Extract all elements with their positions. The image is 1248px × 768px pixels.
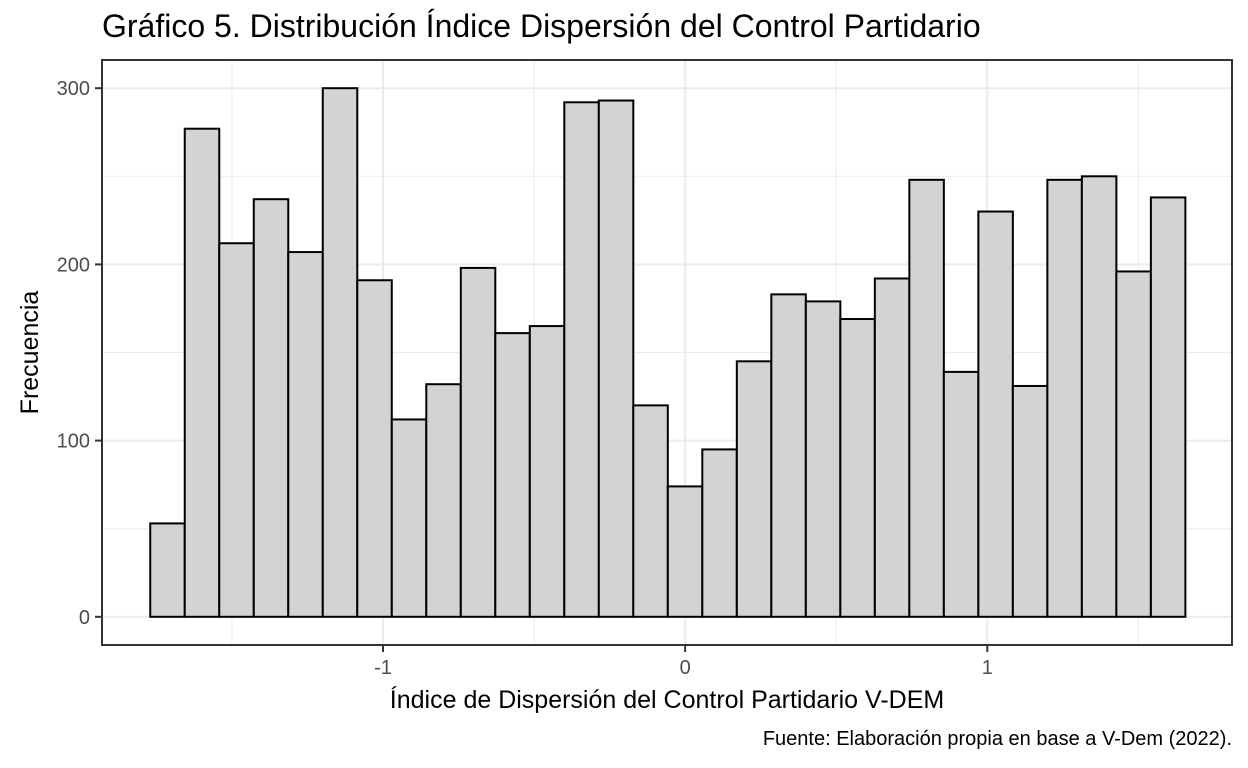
histogram-bar (321, 87, 359, 618)
x-tick-label: 0 (680, 657, 691, 679)
histogram-bar (1115, 270, 1152, 618)
y-axis: 0 100 200 300 (57, 78, 102, 629)
histogram-bar (735, 360, 773, 618)
histogram-bar (804, 300, 842, 618)
histogram-bar (356, 279, 393, 618)
histogram-bar (942, 370, 980, 618)
histogram-bar (977, 210, 1014, 618)
x-tick-label: -1 (374, 657, 392, 679)
y-axis-title: Frecuencia (16, 291, 44, 415)
histogram-bar (770, 293, 807, 618)
histogram-bar (183, 127, 221, 618)
histogram-bar (390, 418, 428, 618)
histogram-bar (425, 383, 462, 618)
y-tick-label: 200 (57, 254, 90, 276)
histogram-bar (666, 485, 704, 618)
histogram-bar (528, 325, 566, 618)
x-tick-label: 1 (982, 657, 993, 679)
histogram-bar (459, 266, 497, 618)
histogram-bar (149, 522, 186, 618)
histogram-bar (1149, 196, 1187, 618)
histogram-bar (494, 332, 531, 618)
chart-title: Gráfico 5. Distribución Índice Dispersió… (102, 8, 981, 44)
panel-border (101, 59, 1233, 646)
histogram-bar (287, 251, 324, 618)
histogram-bar (873, 277, 911, 618)
histogram-bar (563, 101, 600, 618)
histogram-bar (1046, 178, 1083, 618)
source-caption: Fuente: Elaboración propia en base a V-D… (762, 728, 1232, 750)
histogram-bar (632, 404, 669, 618)
histogram-bar (218, 242, 255, 618)
histogram-bar (839, 318, 876, 618)
histogram-bars (149, 87, 1187, 618)
histogram-bar (1011, 384, 1049, 618)
histogram-bar (1080, 175, 1118, 618)
histogram-bar (701, 448, 738, 618)
histogram-bar (908, 178, 945, 618)
histogram-bar (252, 198, 290, 618)
x-axis: -1 0 1 (374, 645, 993, 679)
y-tick-label: 100 (57, 431, 90, 453)
x-axis-title: Índice de Dispersión del Control Partida… (390, 685, 944, 714)
y-tick-label: 0 (79, 607, 90, 629)
y-tick-label: 300 (57, 78, 90, 100)
histogram-bar (597, 99, 635, 618)
